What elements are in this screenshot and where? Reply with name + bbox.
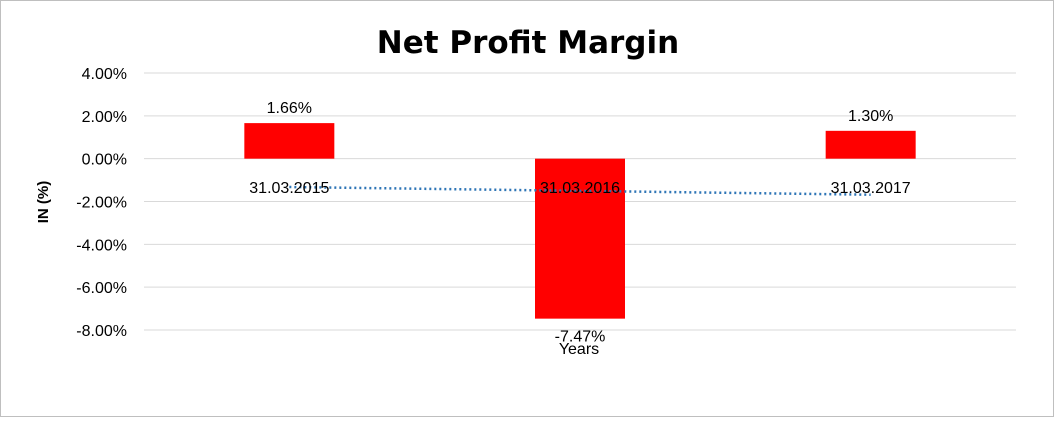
bar: [825, 130, 916, 159]
data-label: 1.66%: [267, 100, 312, 117]
category-label: 31.03.2015: [249, 180, 329, 197]
y-tick-label: -8.00%: [76, 323, 127, 340]
y-tick-label: 0.00%: [82, 152, 127, 169]
y-tick-label: 2.00%: [82, 109, 127, 126]
bars: [244, 123, 916, 319]
x-axis-title: Years: [559, 341, 599, 358]
data-labels: 1.66% -7.47% 1.30%: [267, 100, 894, 346]
trendline: [289, 185, 871, 196]
bar: [535, 158, 625, 319]
category-label: 31.03.2017: [831, 180, 911, 197]
bar: [244, 123, 335, 159]
trendline-line: [289, 185, 871, 196]
data-label: 1.30%: [848, 108, 893, 125]
y-axis-title: IN (%): [35, 181, 52, 224]
category-labels: 31.03.2015 31.03.2016 31.03.2017: [249, 180, 911, 197]
y-tick-label: -6.00%: [76, 280, 127, 297]
y-axis-tick-labels: 4.00% 2.00% 0.00% -2.00% -4.00% -6.00% -8.00%: [76, 66, 127, 340]
y-tick-label: -2.00%: [76, 195, 127, 212]
data-label: -7.47%: [555, 329, 606, 346]
category-label: 31.03.2016: [540, 180, 620, 197]
y-tick-label: 4.00%: [82, 66, 127, 83]
chart-title: Net Profit Margin: [377, 25, 679, 61]
y-tick-label: -4.00%: [76, 237, 127, 254]
